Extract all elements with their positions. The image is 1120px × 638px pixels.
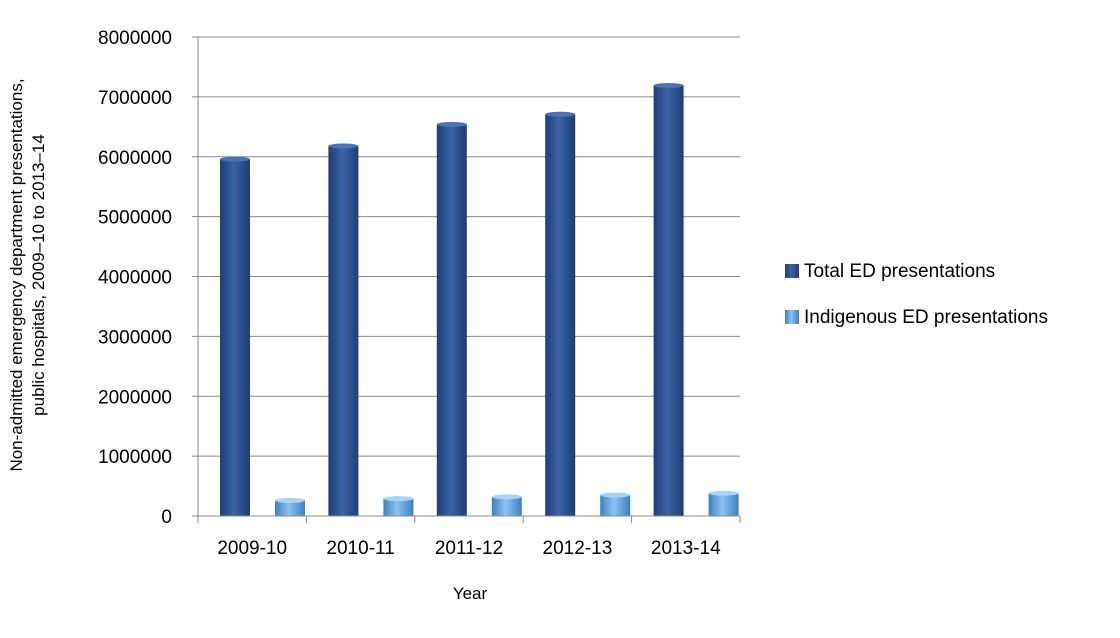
legend-item-indigenous: Indigenous ED presentations xyxy=(785,307,1048,328)
y-tick-label: 5000000 xyxy=(98,208,172,229)
y-tick-label: 3000000 xyxy=(98,327,172,348)
bar-top xyxy=(220,156,250,162)
bar-total xyxy=(436,121,467,516)
bar-top xyxy=(600,492,631,498)
bar-body xyxy=(275,500,305,516)
y-tick-label: 6000000 xyxy=(98,148,172,169)
bar-body xyxy=(436,124,467,516)
axes xyxy=(197,37,741,523)
bar-top xyxy=(545,111,576,117)
x-tick-label: 2009-10 xyxy=(217,538,287,559)
bar-body xyxy=(708,493,739,516)
x-tick-label: 2010-11 xyxy=(326,538,394,559)
bar-top xyxy=(653,82,684,88)
gridlines xyxy=(192,36,740,517)
y-tick-label: 2000000 xyxy=(98,387,172,408)
legend-label-indigenous: Indigenous ED presentations xyxy=(804,307,1048,328)
bar-body xyxy=(600,495,631,516)
y-tick-label: 7000000 xyxy=(98,88,172,109)
y-tick-label: 0 xyxy=(161,507,172,528)
bar-indigenous xyxy=(708,490,739,516)
bar-total xyxy=(545,111,576,517)
bar-body xyxy=(383,498,414,516)
y-axis-label-line-1: Non-admitted emergency department presen… xyxy=(7,78,26,471)
bar-indigenous xyxy=(491,494,522,516)
bar-top xyxy=(708,490,739,496)
y-axis-label: Non-admitted emergency department presen… xyxy=(7,78,48,471)
bar-indigenous xyxy=(383,496,414,516)
bar-top xyxy=(328,143,359,149)
y-tick-label: 1000000 xyxy=(98,447,172,468)
bar-indigenous xyxy=(275,497,305,516)
x-tick-labels: 2009-10 2010-11 2011-12 2012-13 2013-14 xyxy=(217,538,721,559)
bar-top xyxy=(436,121,467,127)
x-tick-label: 2013-14 xyxy=(651,538,721,559)
bar-total xyxy=(653,82,684,516)
y-tick-label: 4000000 xyxy=(98,268,172,289)
legend-swatch-total xyxy=(785,264,799,278)
bar-top xyxy=(383,496,414,502)
bar-body xyxy=(545,114,576,517)
x-tick-label: 2011-12 xyxy=(435,538,503,559)
legend-item-total: Total ED presentations xyxy=(785,261,995,282)
legend-label-total: Total ED presentations xyxy=(804,261,995,282)
x-tick-label: 2012-13 xyxy=(543,538,613,559)
y-tick-label: 8000000 xyxy=(98,28,172,49)
bar-body xyxy=(491,496,522,516)
x-axis-label: Year xyxy=(453,584,488,603)
bar-top xyxy=(491,494,522,500)
bar-body xyxy=(328,145,359,516)
y-axis-label-line-2: public hospitals, 2009–10 to 2013–14 xyxy=(29,134,48,416)
bar-top xyxy=(275,497,305,503)
bar-body xyxy=(220,159,250,516)
bars xyxy=(220,82,739,517)
legend: Total ED presentations Indigenous ED pre… xyxy=(785,261,1048,328)
bar-total xyxy=(328,143,359,516)
bar-body xyxy=(653,85,684,516)
bar-total xyxy=(220,156,250,516)
bar-indigenous xyxy=(600,492,631,516)
y-tick-labels: 0 1000000 2000000 3000000 4000000 5000000 6000… xyxy=(98,28,172,528)
legend-swatch-indigenous xyxy=(785,310,799,324)
